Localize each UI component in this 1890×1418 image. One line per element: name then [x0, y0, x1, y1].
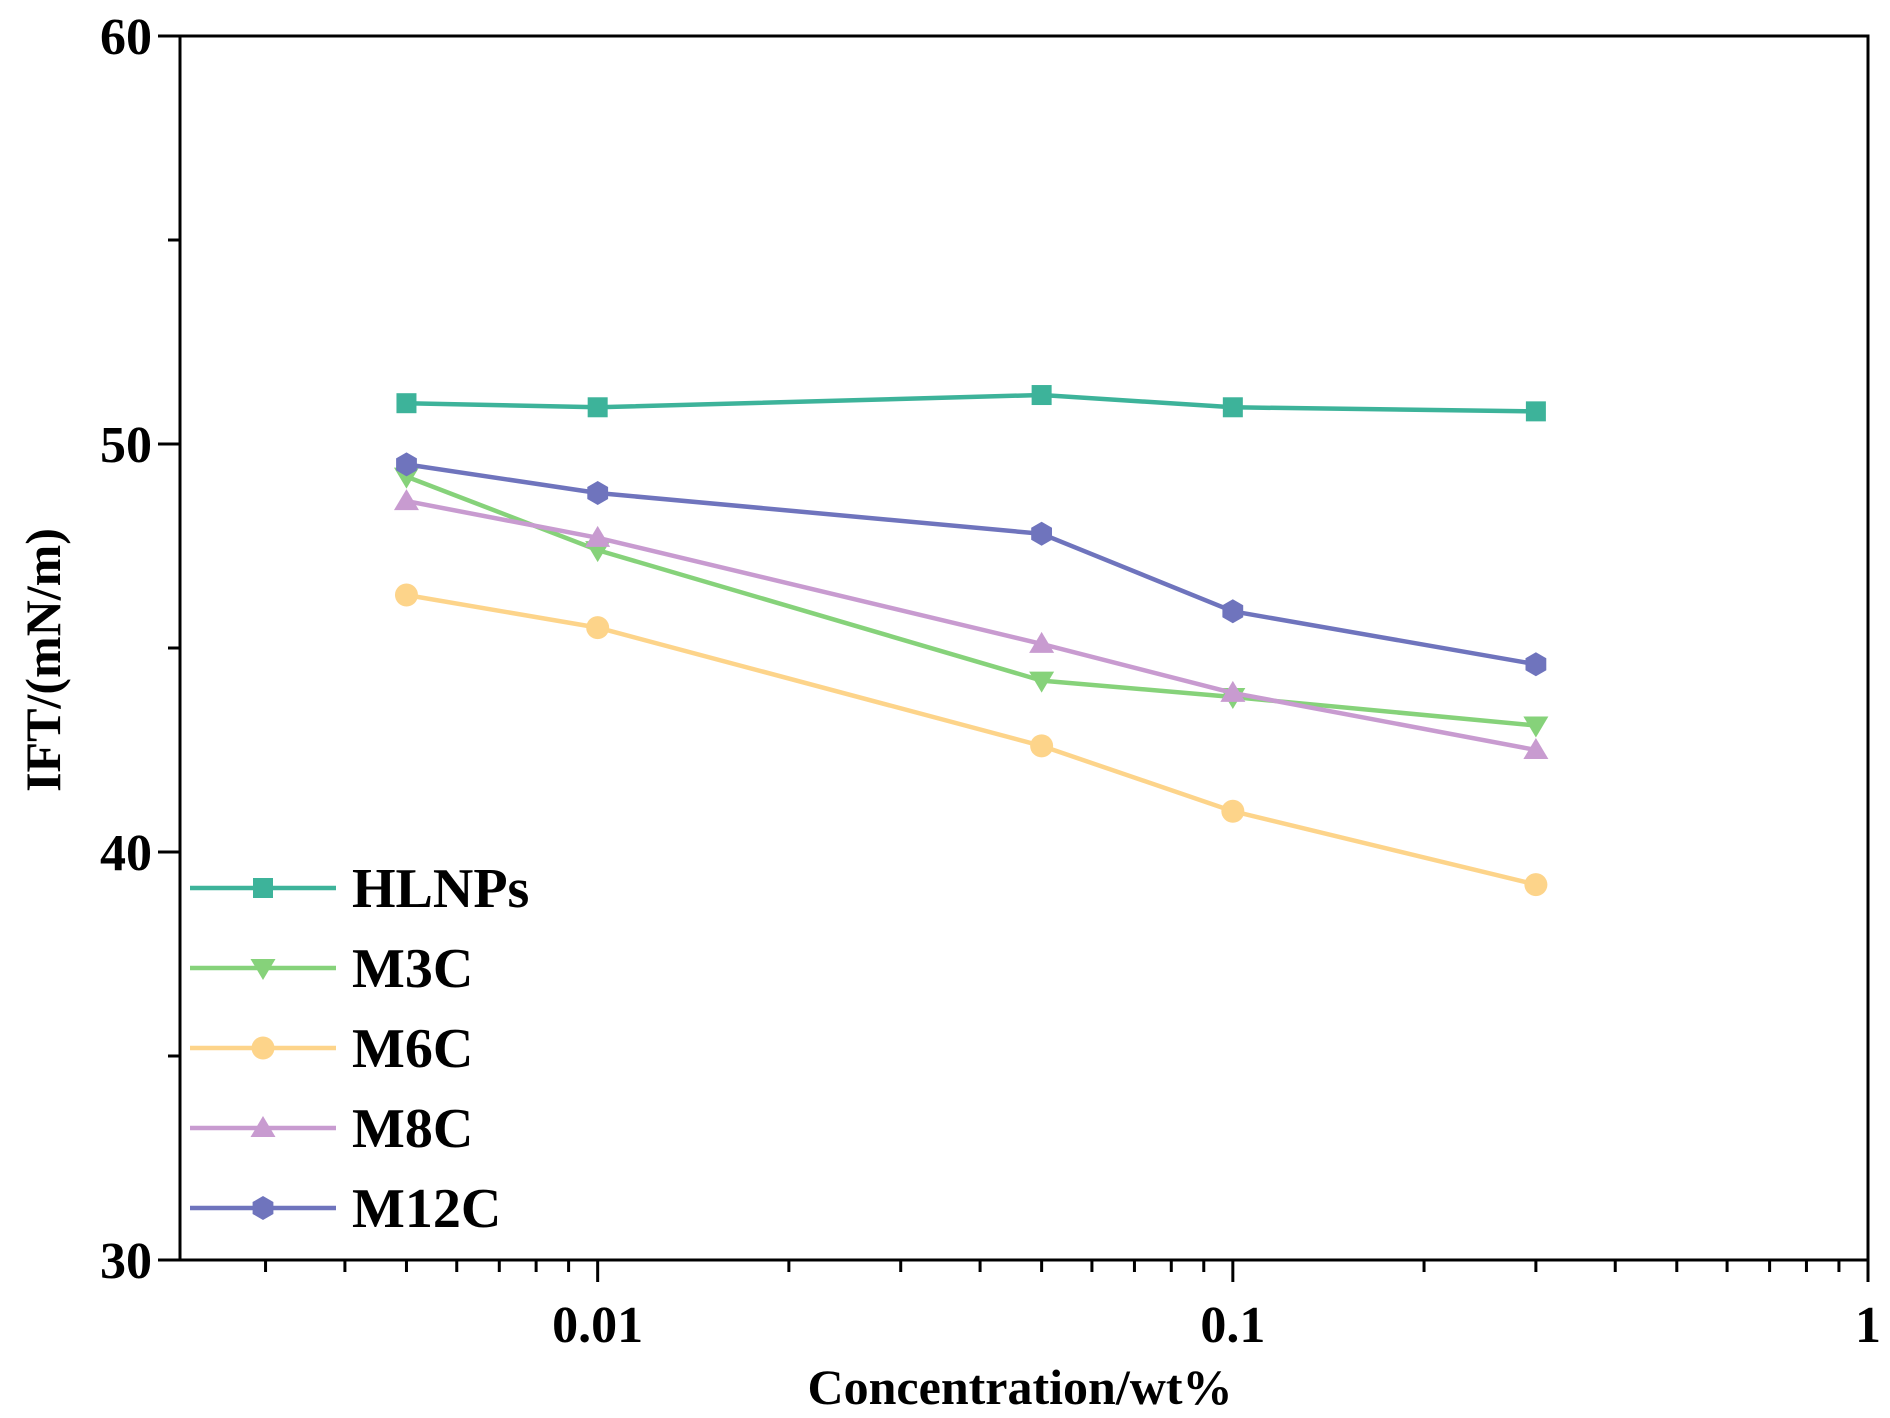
- legend-label-m8c: M8C: [352, 1098, 473, 1160]
- data-point-m6c: [1221, 799, 1245, 823]
- data-point-m6c: [586, 616, 610, 640]
- series-line-m12c: [406, 462, 1537, 667]
- data-point-m12c: [1222, 599, 1244, 624]
- data-point-m6c: [1524, 873, 1548, 897]
- series-m12c: [396, 452, 1547, 677]
- legend-label-m6c: M6C: [352, 1018, 473, 1080]
- legend-item-m3c: M3C: [190, 938, 473, 1000]
- legend-label-hlnps: HLNPs: [352, 858, 529, 920]
- data-point-m3c: [1029, 671, 1055, 693]
- data-point-m6c: [1030, 734, 1054, 758]
- x-tick-label: 0.1: [1200, 1297, 1265, 1354]
- y-tick-label: 50: [100, 417, 152, 474]
- legend-item-m8c: M8C: [190, 1098, 473, 1160]
- legend-marker-m6c: [251, 1036, 275, 1060]
- data-point-hlnps: [587, 397, 608, 418]
- series-m6c: [394, 583, 1548, 897]
- legend-marker-m12c: [252, 1196, 274, 1220]
- data-point-m12c: [587, 481, 609, 505]
- data-point-m8c: [393, 489, 419, 511]
- data-point-m12c: [1031, 521, 1052, 546]
- data-point-m6c: [394, 583, 418, 607]
- data-point-m12c: [1525, 652, 1547, 677]
- x-tick-label: 0.01: [552, 1297, 643, 1354]
- data-point-m12c: [396, 452, 417, 477]
- legend-marker-m8c: [250, 1116, 276, 1137]
- series-layer: [393, 385, 1549, 897]
- legend: HLNPs M3C M6C M8C M12C: [190, 858, 529, 1240]
- x-axis-title: Concentration/wt%: [808, 1359, 1233, 1415]
- legend-item-m12c: M12C: [190, 1178, 501, 1240]
- series-m3c: [393, 467, 1549, 738]
- data-point-hlnps: [396, 393, 417, 414]
- series-line-m3c: [405, 474, 1537, 728]
- x-tick-label: 1: [1855, 1297, 1881, 1354]
- data-point-m8c: [1220, 680, 1246, 702]
- legend-marker-m3c: [250, 959, 276, 980]
- y-axis-title: IFT/(mN/m): [15, 528, 71, 792]
- data-point-hlnps: [1031, 385, 1052, 406]
- y-tick-label: 40: [100, 825, 152, 882]
- legend-label-m3c: M3C: [352, 938, 473, 1000]
- series-line-hlnps: [406, 392, 1536, 414]
- y-axis-ticks: 30 40 50 60: [100, 9, 180, 1290]
- series-hlnps: [396, 385, 1546, 422]
- data-point-m3c: [393, 467, 419, 489]
- data-point-m8c: [1029, 631, 1055, 653]
- legend-label-m12c: M12C: [352, 1178, 501, 1240]
- data-point-hlnps: [1525, 401, 1546, 422]
- data-point-m8c: [585, 525, 611, 547]
- legend-marker-hlnps: [253, 878, 273, 898]
- series-line-m6c: [406, 592, 1537, 887]
- y-tick-label: 60: [100, 9, 152, 66]
- y-tick-label: 30: [100, 1233, 152, 1290]
- x-axis-ticks: 0.01 0.1 1: [264, 1260, 1881, 1354]
- legend-item-m6c: M6C: [190, 1018, 473, 1080]
- data-point-m3c: [1523, 716, 1549, 738]
- data-point-hlnps: [1222, 397, 1243, 418]
- legend-item-hlnps: HLNPs: [190, 858, 529, 920]
- data-point-m8c: [1523, 738, 1549, 759]
- series-m8c: [393, 489, 1549, 759]
